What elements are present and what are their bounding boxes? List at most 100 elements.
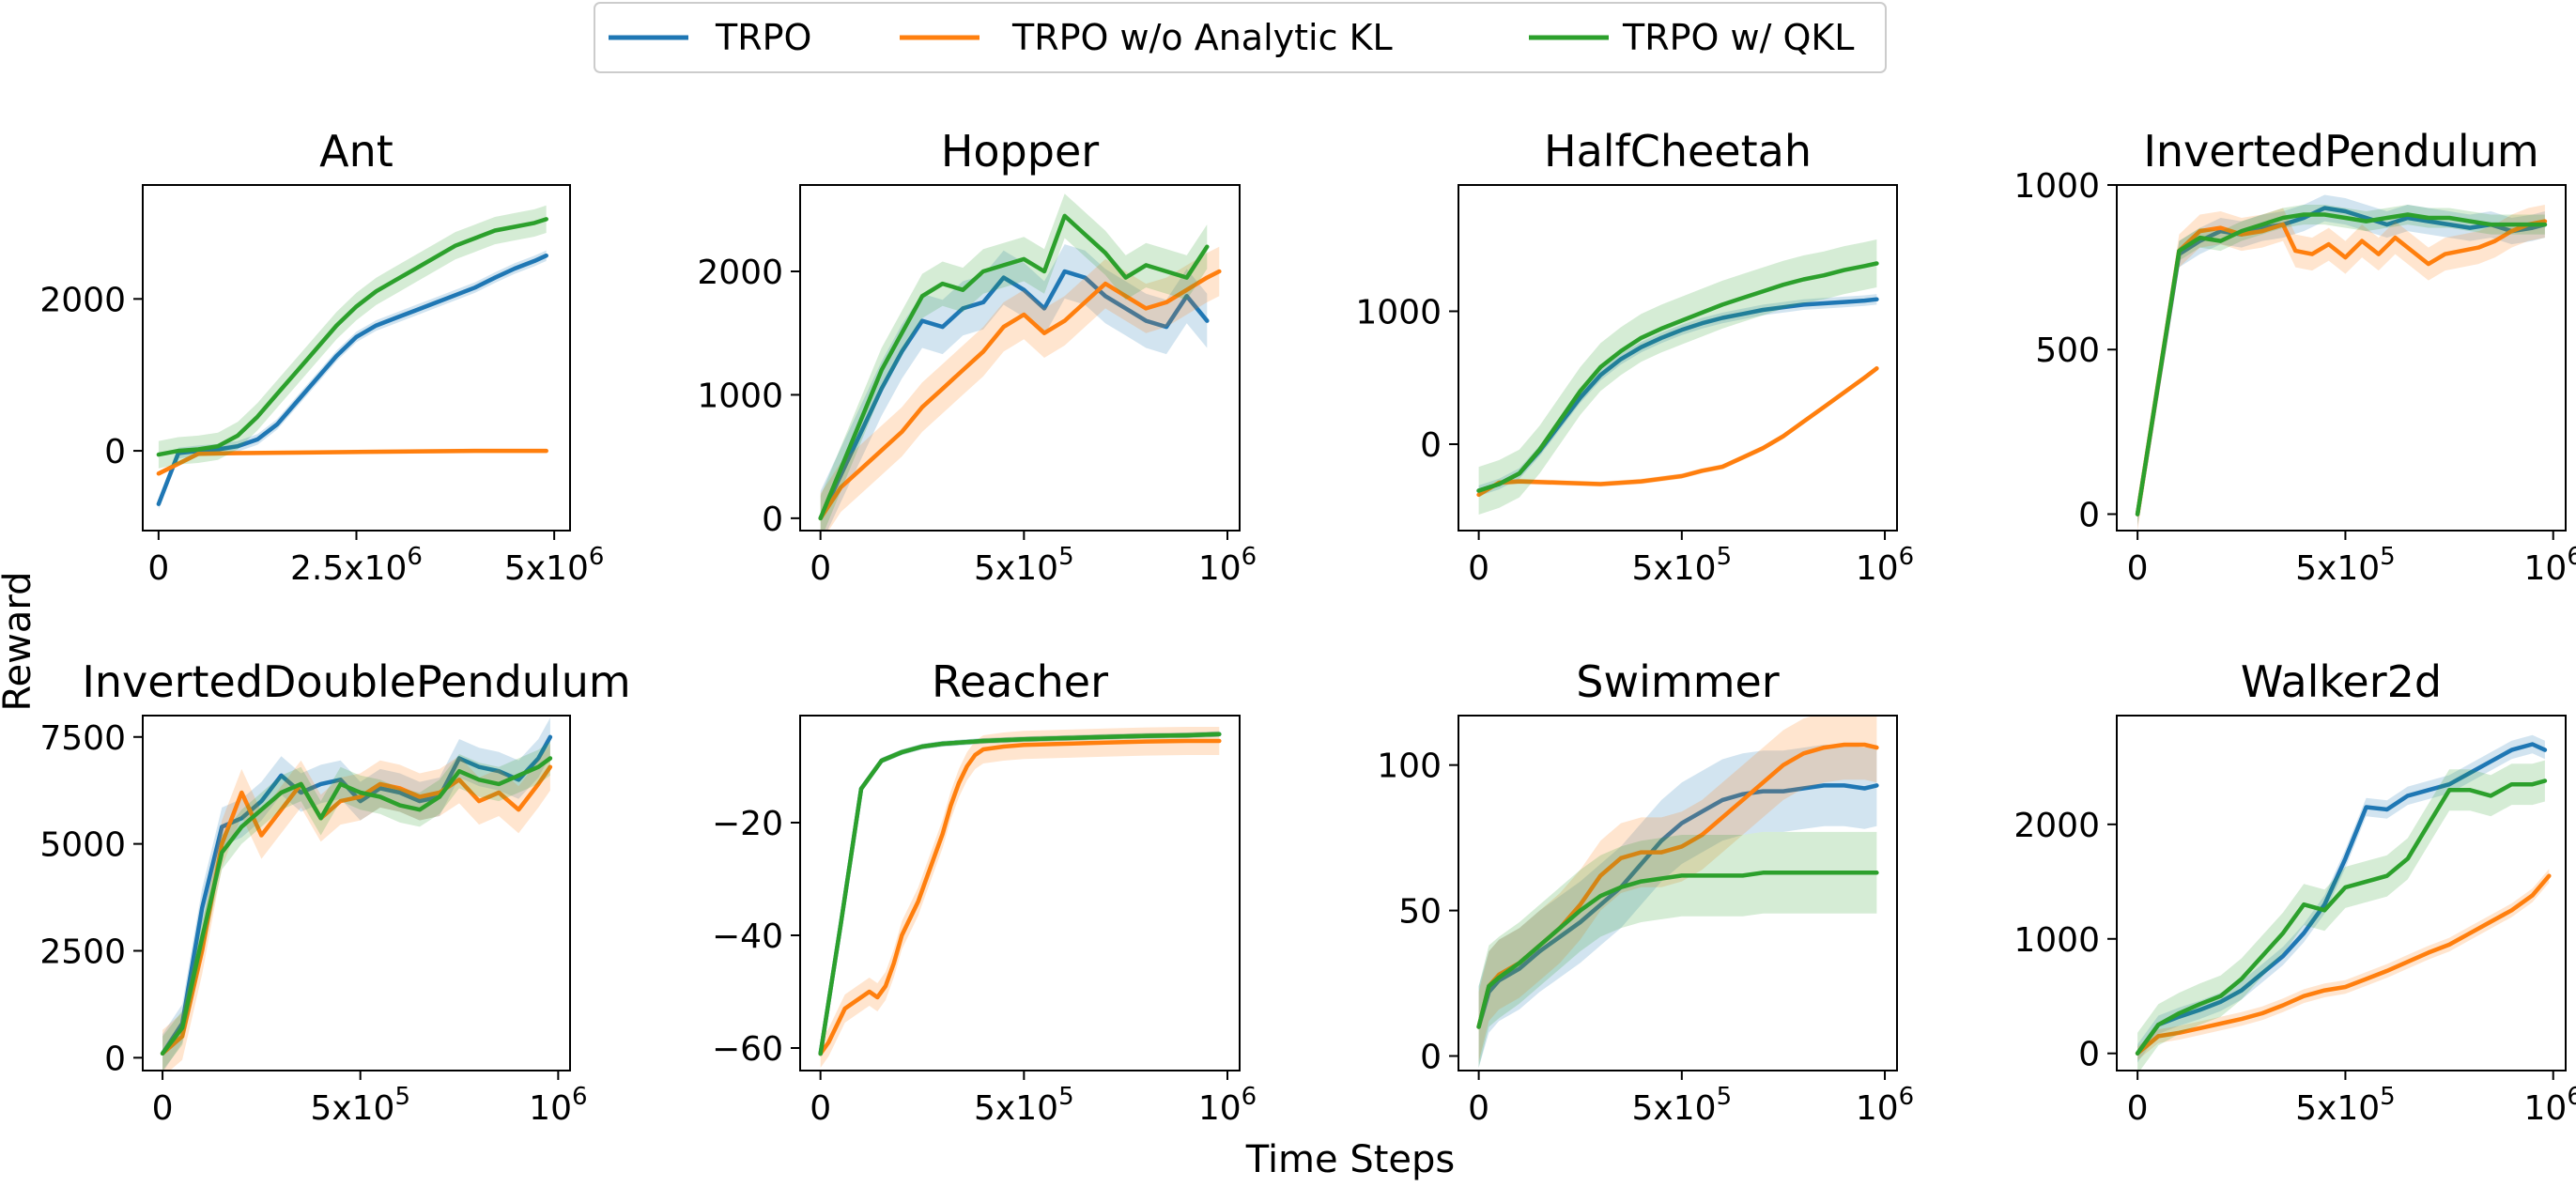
x-tick-label: 5x105 bbox=[2295, 1083, 2396, 1128]
axes-frame bbox=[1458, 184, 1898, 532]
y-tick-label: 2500 bbox=[39, 933, 126, 971]
band-trpo-w-qkl bbox=[820, 731, 1220, 1056]
y-tick-label: 0 bbox=[104, 1040, 126, 1078]
x-tick-exponent: 5 bbox=[2380, 1083, 2396, 1111]
x-tick-exponent: 5 bbox=[1717, 543, 1733, 571]
legend-label-trpo-wo-analytic-kl: TRPO w/o Analytic KL bbox=[1011, 17, 1393, 58]
plot-area bbox=[160, 717, 553, 1071]
x-tick-label: 2.5x106 bbox=[290, 543, 423, 588]
x-tick-label: 0 bbox=[2127, 1089, 2149, 1128]
x-tick-label: 0 bbox=[810, 1089, 831, 1128]
legend-label-trpo: TRPO bbox=[715, 17, 811, 58]
x-tick-label: 5x105 bbox=[2295, 543, 2396, 588]
y-tick-label: 50 bbox=[1398, 893, 1442, 932]
series-line-trpo-w-o-analytic-kl bbox=[818, 738, 1222, 1056]
y-tick-label: 1000 bbox=[2013, 167, 2100, 206]
band-trpo bbox=[162, 717, 550, 1071]
plot-area bbox=[2135, 734, 2552, 1071]
x-tick-label: 106 bbox=[1856, 1083, 1914, 1128]
band-trpo bbox=[820, 244, 1208, 531]
x-tick-label: 5x105 bbox=[974, 543, 1074, 588]
x-tick-label: 0 bbox=[2127, 549, 2149, 588]
y-tick-label: 1000 bbox=[697, 377, 783, 415]
plot-area bbox=[818, 727, 1222, 1068]
band-trpo-w-qkl bbox=[1478, 239, 1877, 515]
x-tick-exponent: 6 bbox=[1899, 543, 1915, 571]
series-line-trpo-w-o-analytic-kl bbox=[160, 764, 553, 1056]
panel-title: Walker2d bbox=[2241, 656, 2442, 707]
series-line-trpo-w-qkl bbox=[818, 213, 1210, 521]
band-trpo-w-o-analytic-kl bbox=[820, 727, 1220, 1068]
x-tick-label: 5x105 bbox=[310, 1083, 410, 1128]
x-tick-label: 106 bbox=[529, 1083, 587, 1128]
x-tick-label: 106 bbox=[2524, 543, 2576, 588]
x-axis-label: Time Steps bbox=[1245, 1138, 1456, 1181]
series-line-trpo-w-o-analytic-kl bbox=[156, 448, 548, 476]
x-tick-exponent: 6 bbox=[1242, 543, 1257, 571]
plot-area bbox=[1476, 239, 1879, 515]
axes-frame bbox=[2116, 715, 2567, 1071]
x-tick-label: 5x105 bbox=[1632, 1083, 1733, 1128]
y-tick-label: 7500 bbox=[39, 719, 126, 758]
band-trpo-w-o-analytic-kl bbox=[1478, 716, 1877, 1062]
y-tick-label: 100 bbox=[1377, 748, 1442, 786]
legend-frame bbox=[594, 2, 1887, 73]
x-tick-exponent: 6 bbox=[2567, 1083, 2576, 1111]
series-line-trpo bbox=[2135, 742, 2548, 1056]
x-tick-label: 0 bbox=[147, 549, 169, 588]
x-tick-exponent: 5 bbox=[1058, 1083, 1074, 1111]
series-line-trpo bbox=[156, 253, 548, 506]
y-tick-label: 0 bbox=[2078, 1036, 2100, 1074]
band-trpo-w-qkl bbox=[162, 741, 550, 1071]
series-line-trpo-w-o-analytic-kl bbox=[2135, 873, 2552, 1056]
panel-title: Swimmer bbox=[1576, 656, 1780, 707]
y-tick-label: 2000 bbox=[697, 254, 783, 292]
panel-title: Ant bbox=[319, 126, 393, 177]
band-trpo bbox=[158, 250, 547, 510]
x-tick-label: 5x105 bbox=[974, 1083, 1074, 1128]
x-tick-exponent: 5 bbox=[394, 1083, 410, 1111]
y-tick-label: 2000 bbox=[39, 281, 126, 319]
axes-frame bbox=[1458, 715, 1898, 1071]
panel-title: Reacher bbox=[932, 656, 1108, 707]
x-tick-label: 106 bbox=[1198, 1083, 1257, 1128]
x-tick-exponent: 5 bbox=[1058, 543, 1074, 571]
y-axis-label: Reward bbox=[0, 572, 39, 712]
panel-hopper: Hopper 0 5x105 106 0 1000 2000 bbox=[697, 126, 1257, 588]
x-tick-label: 106 bbox=[1198, 543, 1257, 588]
x-tick-label: 0 bbox=[152, 1089, 174, 1128]
x-tick-exponent: 6 bbox=[1242, 1083, 1257, 1111]
band-trpo-w-qkl bbox=[158, 205, 547, 469]
y-tick-label: 0 bbox=[762, 501, 783, 539]
axes-frame bbox=[2116, 184, 2567, 532]
x-tick-exponent: 6 bbox=[1899, 1083, 1915, 1111]
plot-area bbox=[156, 205, 548, 510]
series-line-trpo bbox=[818, 269, 1210, 521]
x-tick-exponent: 6 bbox=[572, 1083, 588, 1111]
panel-walker2d: Walker2d 0 5x105 106 0 1000 2000 bbox=[2013, 656, 2576, 1128]
band-trpo-w-o-analytic-kl bbox=[2137, 869, 2550, 1060]
panels: Ant 0 2.5x106 5x106 0 2000 Hopper 0 5x105 106 0 100… bbox=[39, 126, 2576, 1128]
x-tick-exponent: 5 bbox=[2380, 543, 2396, 571]
y-tick-label: 1000 bbox=[2013, 921, 2100, 960]
plot-area bbox=[1476, 716, 1879, 1068]
legend-label-trpo-w-qkl: TRPO w/ QKL bbox=[1622, 17, 1854, 58]
band-trpo-w-qkl bbox=[1478, 831, 1877, 1068]
axes-frame bbox=[142, 715, 571, 1071]
panel-halfcheetah: HalfCheetah 0 5x105 106 0 1000 bbox=[1355, 126, 1914, 588]
band-trpo bbox=[1478, 745, 1877, 1068]
band-trpo-w-qkl bbox=[2137, 760, 2545, 1071]
series-line-trpo-w-qkl bbox=[2135, 778, 2548, 1056]
x-tick-exponent: 5 bbox=[1717, 1083, 1733, 1111]
band-trpo-w-o-analytic-kl bbox=[162, 743, 550, 1071]
y-tick-label: 0 bbox=[104, 433, 126, 471]
x-tick-label: 106 bbox=[1856, 543, 1914, 588]
x-tick-exponent: 6 bbox=[589, 543, 605, 571]
y-tick-label: 0 bbox=[1420, 1039, 1442, 1077]
series-line-trpo bbox=[1476, 783, 1879, 1029]
x-tick-exponent: 6 bbox=[407, 543, 423, 571]
y-tick-label: 1000 bbox=[1355, 293, 1442, 331]
x-tick-label: 106 bbox=[2524, 1083, 2576, 1128]
series-line-trpo-w-qkl bbox=[818, 732, 1222, 1056]
